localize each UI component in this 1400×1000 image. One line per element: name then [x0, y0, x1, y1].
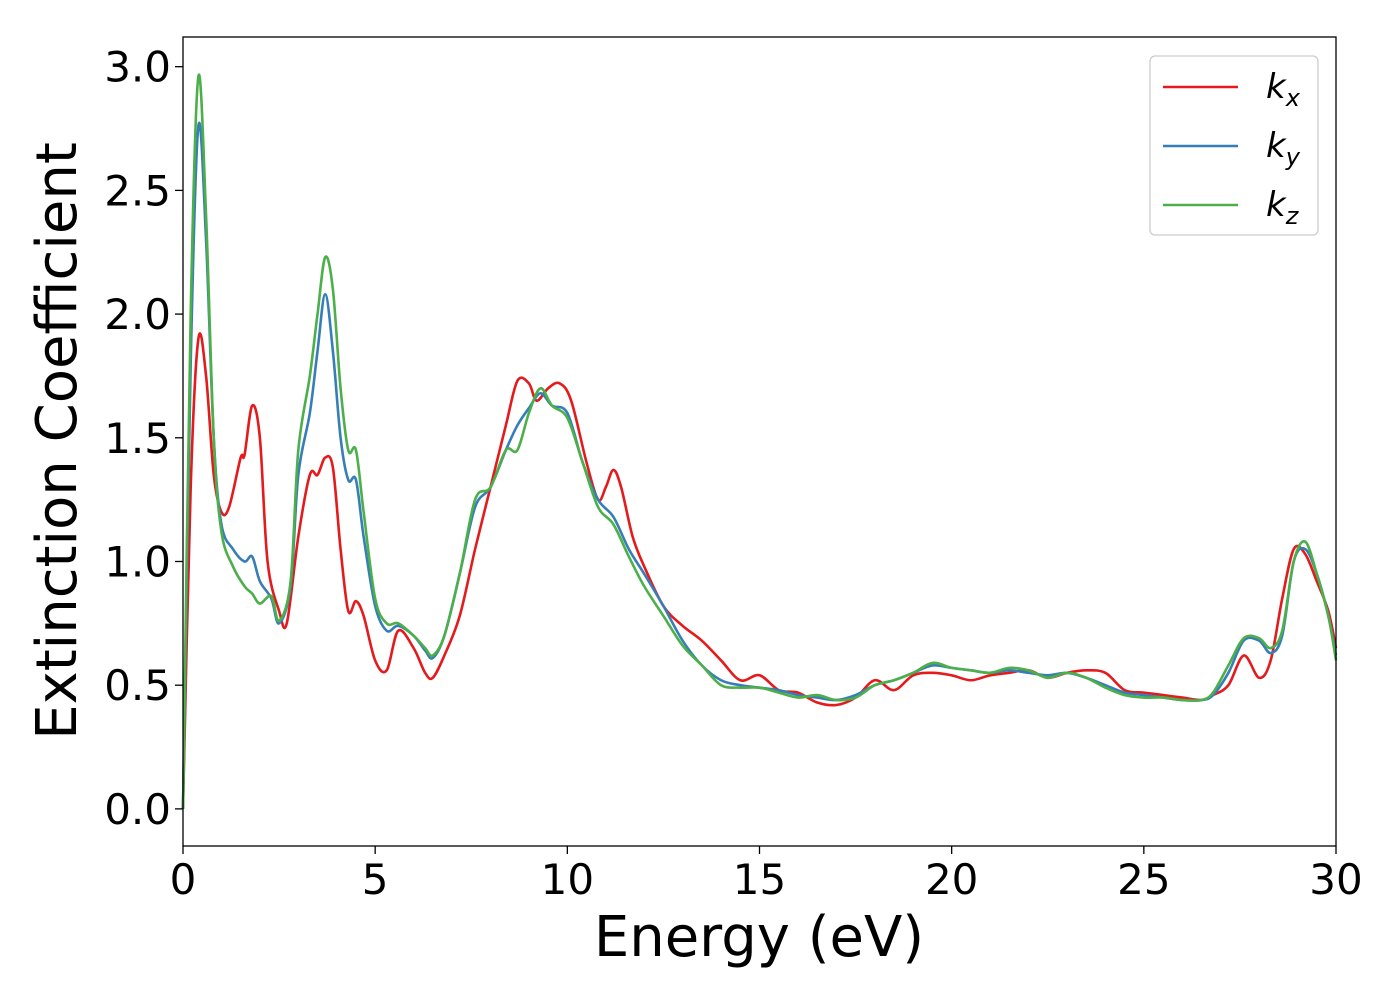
x-tick-label: 15: [733, 855, 786, 904]
x-axis-title: Energy (eV): [594, 905, 924, 970]
legend-label-kz: kz: [1266, 185, 1300, 230]
legend: kx ky kz: [1149, 55, 1319, 236]
x-tick-label: 25: [1117, 855, 1170, 904]
x-axis-ticks: 0 5 10 15 20 25 30: [170, 846, 1363, 904]
legend-entries: kx ky kz: [1163, 67, 1301, 230]
y-axis-ticks: 0.0 0.5 1.0 1.5 2.0 2.5 3.0: [104, 43, 183, 834]
y-tick-label: 1.0: [104, 537, 171, 586]
y-tick-label: 1.5: [104, 414, 171, 463]
x-tick-label: 5: [362, 855, 389, 904]
series-line-kz: [181, 73, 1338, 809]
y-tick-label: 2.5: [104, 166, 171, 215]
x-tick-label: 20: [925, 855, 978, 904]
series-line-ky: [181, 121, 1338, 809]
series-line-kx: [181, 332, 1338, 809]
y-axis-title: Extinction Coefficient: [25, 142, 90, 740]
legend-label-ky: ky: [1266, 126, 1301, 171]
x-tick-label: 10: [541, 855, 594, 904]
legend-label-kx: kx: [1266, 67, 1301, 112]
y-tick-label: 3.0: [104, 43, 171, 92]
y-tick-label: 2.0: [104, 290, 171, 339]
series-layer: [181, 73, 1338, 809]
x-tick-label: 0: [170, 855, 197, 904]
x-tick-label: 30: [1309, 855, 1362, 904]
y-tick-label: 0.5: [104, 661, 171, 710]
y-tick-label: 0.0: [104, 785, 171, 834]
